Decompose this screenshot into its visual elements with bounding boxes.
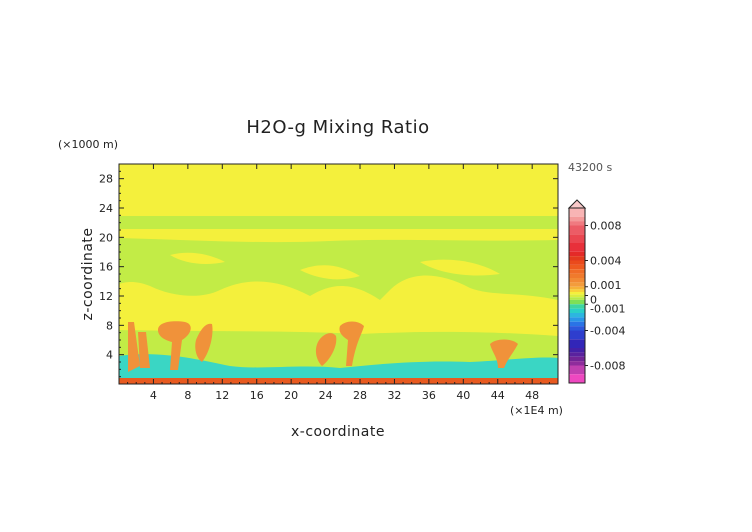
time-label: 43200 s [568,161,612,174]
colorbar-band [569,365,585,375]
colorbar-label: 0.008 [590,220,622,233]
y-axis-unit: (×1000 m) [58,138,118,151]
x-tick-label: 20 [284,389,298,402]
y-tick-label: 20 [99,231,113,244]
y-tick-label: 16 [99,261,113,274]
x-tick-label: 16 [250,389,264,402]
colorbar-band [569,313,585,318]
colorbar-band [569,326,585,331]
colorbar-band [569,374,585,383]
field-streak-c [170,252,225,264]
colorbar-band [569,297,585,300]
x-tick-label: 8 [184,389,191,402]
colorbar-label: 0 [590,294,597,307]
colorbar-band [569,330,585,340]
colorbar-band [569,260,585,265]
colorbar-band [569,221,585,226]
colorbar-band [569,321,585,327]
x-tick-label: 24 [319,389,333,402]
chart-title: H2O-g Mixing Ratio [246,117,429,138]
colorbar-band [569,225,585,235]
x-tick-label: 36 [422,389,436,402]
colorbar-band [569,286,585,290]
x-tick-label: 44 [491,389,505,402]
colorbar-band [569,339,585,348]
colorbar-band [569,251,585,257]
x-tick-label: 32 [387,389,401,402]
field-band-upper [119,216,558,229]
y-axis-label: z-coordinate [80,227,96,320]
x-tick-label: 28 [353,389,367,402]
colorbar [567,199,587,384]
colorbar-band [569,273,585,278]
x-axis-label: x-coordinate [291,424,385,440]
plume-1 [158,321,191,370]
x-tick-label: 12 [215,389,229,402]
colorbar-band [569,317,585,322]
plume-4 [339,321,364,366]
colorbar-labels: 0.008 0.004 0.001 0-0.001 -0.004 -0.008 [585,220,625,373]
y-axis-ticks: 4 8 12 16 20 24 28 [99,170,558,378]
plot-field [119,164,558,384]
y-tick-label: 24 [99,202,113,215]
colorbar-label: -0.004 [590,325,625,338]
colorbar-band [569,282,585,287]
surface-strip [119,378,558,384]
field-yellow-layer [119,303,558,326]
x-axis-ticks: 4 8 12 16 20 24 28 32 36 40 44 48 [127,164,550,402]
field-streak-a [300,265,360,280]
colorbar-band [569,299,585,305]
y-tick-label: 12 [99,290,113,303]
colorbar-band [569,289,585,292]
colorbar-band [569,216,585,222]
colorbar-band [569,361,585,366]
colorbar-band [569,234,585,243]
colorbar-label: -0.001 [590,302,625,315]
x-tick-label: 40 [456,389,470,402]
colorbar-band [569,308,585,313]
plume-7 [138,332,150,368]
field-cool-patch [119,354,558,378]
x-tick-label: 48 [525,389,539,402]
colorbar-band [569,348,585,353]
plume-5 [490,339,518,368]
colorbar-extend-arrow [567,199,587,209]
colorbar-label: 0.001 [590,279,622,292]
colorbar-band [569,356,585,362]
colorbar-band [569,256,585,261]
colorbar-band [569,208,585,217]
colorbar-label: -0.008 [590,360,625,373]
y-tick-label: 4 [106,349,113,362]
colorbar-band [569,304,585,309]
colorbar-band [569,243,585,252]
colorbar-band [569,278,585,283]
plume-2 [195,323,213,362]
colorbar-band [569,264,585,270]
colorbar-label: 0.004 [590,255,622,268]
y-tick-label: 8 [106,319,113,332]
plume-6 [128,322,140,372]
field-streak-b [420,259,500,276]
x-axis-unit: (×1E4 m) [510,404,563,417]
colorbar-band [569,294,585,298]
colorbar-band [569,352,585,357]
y-tick-label: 28 [99,173,113,186]
colorbar-band [569,269,585,274]
colorbar-band [569,292,585,295]
plume-3 [315,333,337,366]
x-tick-label: 4 [150,389,157,402]
